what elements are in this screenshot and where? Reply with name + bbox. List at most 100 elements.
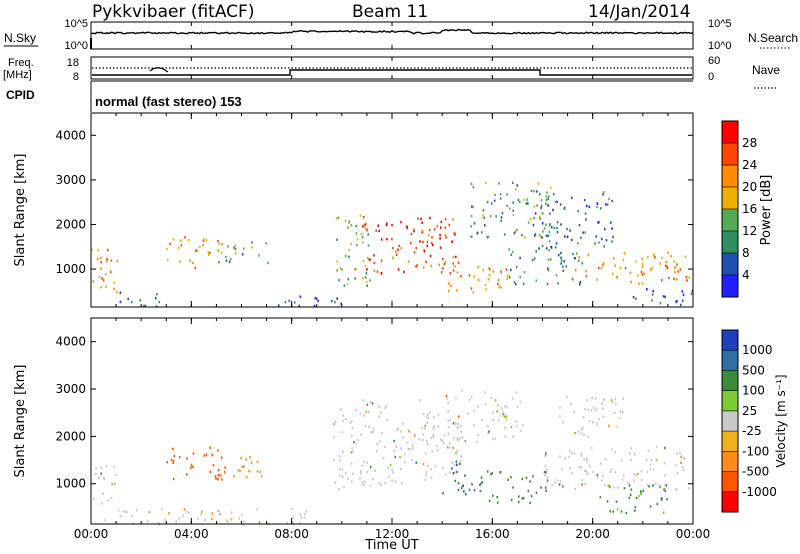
heatmap-cell	[532, 475, 534, 478]
heatmap-cell	[584, 231, 586, 234]
heatmap-cell	[664, 483, 666, 487]
heatmap-cell	[470, 182, 473, 186]
heatmap-cell	[538, 247, 540, 250]
heatmap-cell	[170, 458, 173, 462]
heatmap-cell	[200, 513, 202, 516]
heatmap-cell	[449, 272, 452, 275]
heatmap-cell	[432, 436, 435, 439]
heatmap-cell	[526, 198, 528, 201]
heatmap-cell	[359, 472, 362, 475]
heatmap-cell	[533, 205, 536, 208]
heatmap-cell	[682, 293, 685, 296]
heatmap-cell	[464, 439, 466, 443]
heatmap-cell	[641, 265, 644, 269]
power-colorbar-tick-label: 8	[742, 246, 750, 260]
heatmap-cell	[658, 484, 660, 487]
heatmap-cell	[361, 464, 364, 468]
cpid-label: CPID	[6, 88, 35, 102]
heatmap-cell	[500, 219, 502, 222]
heatmap-cell	[486, 424, 489, 428]
beam-title: Beam 11	[352, 2, 429, 22]
heatmap-cell	[453, 437, 455, 440]
heatmap-cell	[425, 440, 428, 443]
heatmap-cell	[425, 415, 428, 418]
heatmap-cell	[588, 420, 591, 423]
heatmap-cell	[612, 257, 615, 260]
heatmap-cell	[577, 430, 580, 433]
heatmap-cell	[499, 193, 502, 196]
heatmap-cell	[534, 233, 537, 236]
heatmap-cell	[616, 425, 619, 428]
heatmap-cell	[365, 222, 367, 225]
heatmap-cell	[547, 197, 549, 201]
heatmap-cell	[540, 204, 543, 208]
heatmap-cell	[641, 262, 644, 265]
heatmap-cell	[606, 203, 609, 206]
heatmap-cell	[512, 435, 514, 438]
heatmap-cell	[679, 268, 682, 271]
heatmap-cell	[601, 474, 604, 477]
heatmap-cell	[628, 484, 631, 487]
heatmap-cell	[614, 398, 617, 401]
power-colorbar-ticks: 4 8 12 16 20 24 28	[722, 136, 757, 282]
heatmap-cell	[386, 238, 388, 241]
heatmap-cell	[179, 260, 181, 263]
heatmap-cell	[681, 465, 684, 469]
heatmap-cell	[212, 464, 215, 467]
heatmap-cell	[600, 462, 602, 465]
heatmap-cell	[482, 214, 484, 217]
heatmap-cell	[394, 455, 397, 459]
heatmap-cell	[486, 236, 489, 239]
heatmap-cell	[400, 247, 402, 250]
heatmap-cell	[436, 224, 438, 228]
heatmap-cell	[172, 447, 174, 451]
heatmap-cell	[139, 299, 141, 302]
heatmap-cell	[497, 278, 500, 282]
heatmap-cell	[378, 481, 381, 485]
velocity-heatmap	[93, 389, 690, 526]
heatmap-cell	[458, 462, 461, 466]
heatmap-cell	[484, 224, 486, 227]
heatmap-cell	[514, 283, 517, 286]
heatmap-cell	[540, 199, 543, 202]
heatmap-cell	[545, 489, 547, 492]
heatmap-cell	[217, 468, 220, 472]
heatmap-cell	[496, 495, 498, 499]
heatmap-cell	[113, 465, 115, 469]
heatmap-cell	[201, 510, 203, 513]
heatmap-cell	[578, 256, 580, 259]
heatmap-cell	[612, 510, 614, 513]
heatmap-cell	[477, 278, 480, 282]
heatmap-cell	[392, 256, 394, 260]
heatmap-cell	[223, 470, 226, 474]
heatmap-cell	[425, 260, 427, 264]
power-colorbar	[722, 121, 738, 298]
heatmap-cell	[449, 471, 451, 474]
heatmap-cell	[125, 510, 128, 514]
heatmap-cell	[574, 431, 576, 435]
heatmap-cell	[513, 281, 516, 284]
heatmap-cell	[164, 518, 166, 521]
heatmap-cell	[541, 222, 544, 225]
heatmap-cell	[536, 190, 538, 193]
heatmap-cell	[596, 202, 599, 205]
heatmap-cell	[530, 189, 533, 193]
heatmap-cell	[127, 297, 129, 301]
freq-label: Freq.	[8, 57, 34, 69]
heatmap-cell	[546, 480, 548, 484]
heatmap-cell	[217, 473, 220, 477]
heatmap-cell	[546, 476, 549, 479]
heatmap-cell	[362, 399, 364, 402]
heatmap-cell	[317, 299, 319, 302]
heatmap-cell	[299, 295, 302, 298]
x-tick-label: 04:00	[174, 527, 209, 541]
heatmap-cell	[182, 514, 184, 517]
heatmap-cell	[560, 262, 562, 265]
heatmap-cell	[228, 260, 231, 263]
heatmap-cell	[256, 508, 258, 511]
heatmap-cell	[166, 259, 169, 262]
heatmap-cell	[430, 264, 433, 267]
nsky-tick-top: 10^5	[64, 18, 88, 30]
heatmap-cell	[245, 475, 248, 479]
power-heatmap	[91, 181, 694, 308]
